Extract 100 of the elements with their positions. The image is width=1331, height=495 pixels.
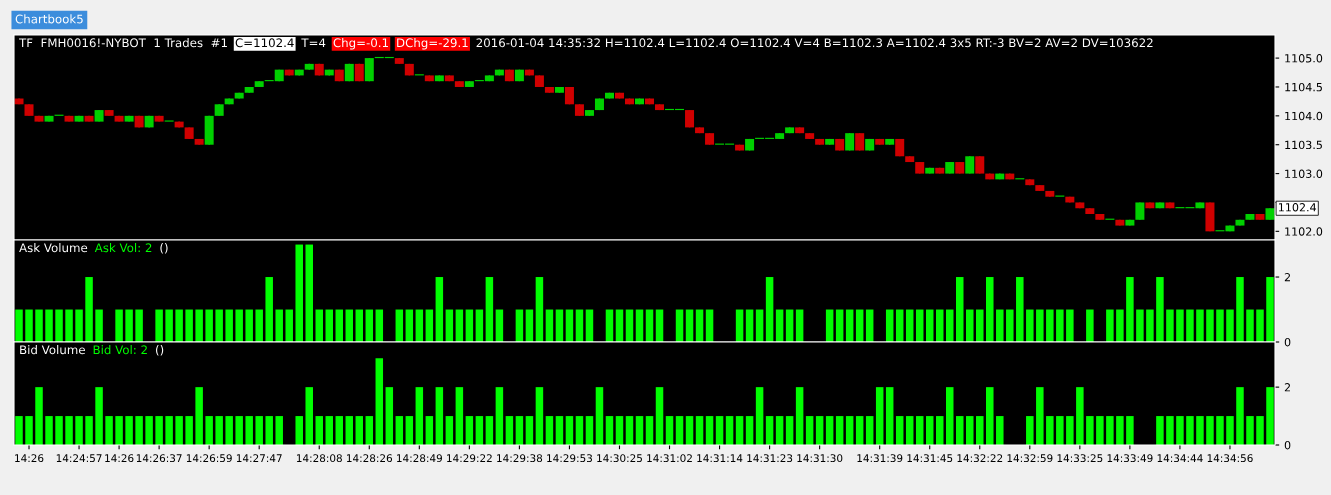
bar	[1036, 309, 1044, 342]
x-tick-label: 14:28:26	[347, 454, 393, 463]
bar	[55, 309, 63, 342]
bar	[1076, 387, 1084, 445]
bar	[1196, 416, 1204, 445]
bar	[515, 416, 524, 445]
bar	[35, 309, 43, 342]
bar	[295, 244, 303, 342]
bar	[1176, 309, 1184, 342]
bar	[275, 416, 283, 445]
bar	[1056, 309, 1064, 342]
bar	[535, 277, 544, 342]
bar	[85, 277, 93, 342]
bar	[325, 309, 333, 342]
bar	[915, 416, 924, 445]
x-tick-label: 14:24:57	[56, 454, 102, 463]
bar	[745, 416, 754, 445]
bar	[385, 387, 394, 445]
bar	[435, 277, 444, 342]
bar	[1026, 309, 1034, 342]
bar	[735, 416, 744, 445]
bar	[765, 416, 774, 445]
bar	[585, 416, 594, 445]
y-tick-label: 2	[1284, 273, 1290, 282]
bar	[15, 309, 23, 342]
bar	[655, 387, 664, 445]
y-tick-label: 0	[1284, 440, 1291, 450]
x-tick-label: 14:31:14	[697, 454, 743, 463]
annotation: Bid Vol: 2	[93, 345, 147, 355]
annotation: DChg=-29.1	[397, 38, 468, 50]
x-tick-label: 14:34:56	[1207, 454, 1253, 463]
bar	[855, 416, 864, 445]
bar	[415, 387, 424, 445]
bar	[45, 309, 53, 342]
bar	[865, 416, 874, 445]
y-tick-label: 1102.0	[1285, 227, 1323, 236]
bar	[665, 416, 674, 445]
bar	[295, 416, 303, 445]
bar	[1266, 277, 1274, 342]
x-tick-label: 14:28:08	[296, 454, 342, 463]
bar	[75, 309, 83, 342]
bar	[455, 387, 464, 445]
x-tick-label: 14:31:02	[647, 454, 692, 463]
bar	[966, 416, 974, 445]
bar	[405, 416, 414, 445]
annotation: 2016-01-04 14:35:32 H=1102.4 L=1102.4 O=1102.4 V=4 B=1102.3 A=1102.4 3x5 RT:-3 BV=2 AV=2 DV=103622	[476, 38, 1153, 48]
bar	[725, 416, 734, 445]
bar	[1046, 309, 1054, 342]
bar	[1106, 309, 1114, 342]
bar	[1026, 416, 1034, 445]
bar	[1036, 387, 1044, 445]
bar	[45, 416, 53, 445]
bar	[685, 416, 694, 445]
bar	[875, 387, 884, 445]
x-tick-label: 14:29:53	[547, 454, 592, 463]
bar	[795, 387, 804, 445]
bar	[1226, 416, 1234, 445]
bar	[565, 416, 574, 445]
x-tick-label: 14:32:59	[1007, 454, 1053, 463]
bar	[245, 309, 253, 342]
bar	[545, 416, 554, 445]
annotation: C=1102.4	[235, 38, 294, 48]
bar	[75, 416, 83, 445]
bar	[956, 416, 964, 445]
bar	[1246, 416, 1254, 445]
x-tick-label: 14:26:59	[186, 454, 232, 463]
bar	[195, 387, 203, 445]
bar	[885, 387, 894, 445]
bar	[145, 416, 153, 445]
bar	[1156, 416, 1164, 445]
bar	[285, 309, 293, 342]
bar	[225, 309, 233, 342]
bar	[175, 416, 183, 445]
x-tick-label: 14:31:30	[797, 454, 843, 463]
bar	[215, 416, 223, 445]
bar	[1046, 416, 1054, 445]
x-tick-label: 14:30:25	[597, 454, 642, 463]
bar	[1066, 309, 1074, 342]
bar	[105, 416, 113, 445]
bar	[996, 416, 1004, 445]
bar	[275, 309, 283, 342]
bar	[435, 387, 444, 445]
bar	[1136, 309, 1144, 342]
bar	[775, 416, 784, 445]
bar	[525, 416, 534, 445]
bar	[1266, 387, 1274, 445]
bar	[635, 416, 644, 445]
bar	[425, 416, 434, 445]
annotation: ()	[160, 243, 168, 254]
x-tick-label: 14:33:49	[1107, 454, 1153, 463]
x-tick-label: 14:31:45	[907, 454, 953, 463]
bar	[625, 416, 634, 445]
bar	[905, 416, 914, 445]
bar	[205, 416, 213, 445]
x-tick-label: 14:33:25	[1057, 454, 1103, 463]
bar	[1206, 309, 1214, 342]
bar	[265, 277, 273, 342]
chart-title: TF FMH0016!-NYBOT 1 Trades #1	[19, 38, 227, 48]
x-tick-label: 14:31:39	[857, 454, 903, 463]
bar	[125, 309, 133, 342]
